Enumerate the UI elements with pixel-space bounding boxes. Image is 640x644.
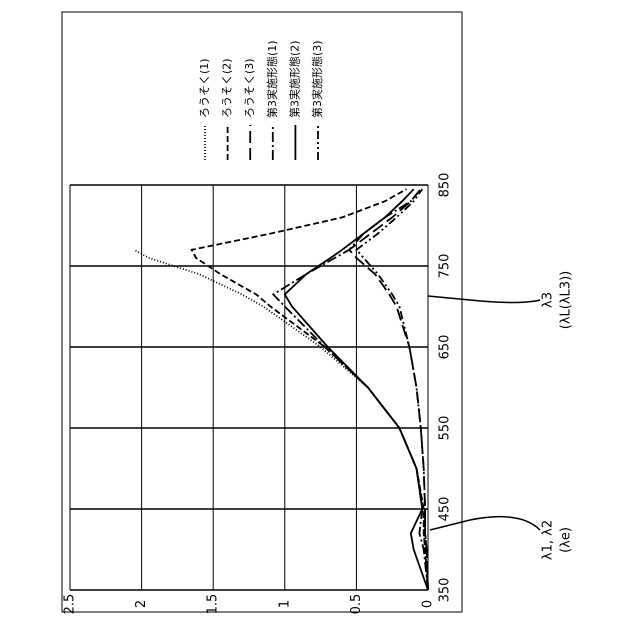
annotation: λ1, λ2 [541,520,556,560]
x-tick-label: 450 [438,497,453,522]
legend-label: 第3実施形態(1) [265,40,279,118]
x-tick-label: 650 [438,335,453,360]
chart: λ1, λ2 (λe) λ3 (λL(λL3)) 0 0.5 1 1.5 2 2.5 350… [0,0,640,640]
annotation: (λL(λL3)) [559,271,574,329]
y-tick-label: 0.5 [349,594,364,615]
annotation: (λe) [559,527,574,553]
legend-label: ろうそく(1) [198,58,211,118]
x-tick-label: 750 [438,254,453,279]
data-line [356,189,428,590]
x-tick-label: 550 [438,416,453,441]
data-line [273,189,428,590]
legend-label: 第3実施形態(3) [310,40,324,118]
data-line [134,250,428,590]
data-line [192,189,428,590]
y-tick-label: 1.5 [206,594,221,615]
legend-label: ろうそく(3) [243,58,256,118]
x-tick-label: 350 [438,578,453,603]
y-tick-label: 0 [421,600,436,608]
x-tick-label: 850 [438,173,453,198]
y-tick-label: 2 [134,600,149,608]
frame [62,12,462,612]
y-tick-label: 1 [277,600,292,608]
y-tick-label: 2.5 [63,594,78,615]
legend-label: 第3実施形態(2) [287,40,301,118]
leader-line [428,296,540,303]
annotation: λ3 [541,292,556,308]
legend-label: ろうそく(2) [221,58,234,118]
